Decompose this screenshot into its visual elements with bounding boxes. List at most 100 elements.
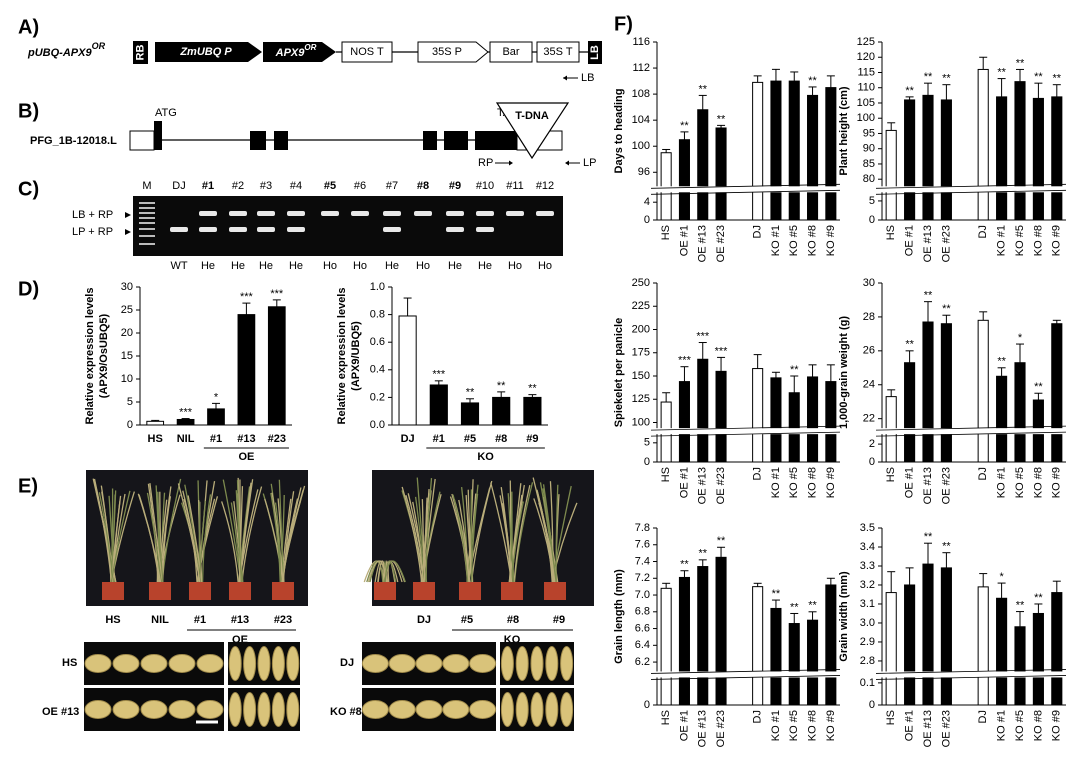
gel-band <box>351 211 369 216</box>
y-tick-label: 225 <box>632 300 650 312</box>
grain <box>271 646 285 681</box>
element-label: LB <box>589 45 601 60</box>
y-tick-label: 100 <box>632 140 650 152</box>
x-tick-label: KO #9 <box>1051 710 1063 741</box>
exon <box>475 131 517 150</box>
bar <box>922 321 934 463</box>
terminator-box <box>341 41 393 63</box>
y-tick-label: 5 <box>127 396 133 408</box>
grain <box>286 692 300 727</box>
y-tick-label: 3.1 <box>860 598 875 610</box>
element-label: 35S T <box>543 46 572 58</box>
x-tick-label: KO #9 <box>1051 467 1063 498</box>
break-mark <box>875 425 1067 431</box>
y-tick-label: 95 <box>863 127 875 139</box>
bar <box>770 80 782 221</box>
significance: ** <box>924 71 933 83</box>
y-tick-label: 200 <box>632 323 650 335</box>
x-tick-label: #23 <box>268 433 286 445</box>
y-tick-label: 125 <box>857 36 875 48</box>
ladder-band <box>139 212 155 214</box>
bar <box>523 396 542 426</box>
plant-stem <box>414 496 425 583</box>
primer-label: RP <box>478 157 493 169</box>
significance: ** <box>772 588 781 600</box>
lane-label: DJ <box>172 180 185 192</box>
plant-stem <box>536 490 553 583</box>
grain <box>112 700 140 719</box>
plant-label: #23 <box>274 614 292 626</box>
gel-band <box>287 211 305 216</box>
y-tick-label: 150 <box>632 370 650 382</box>
axis-break <box>876 186 1066 193</box>
x-tick-label: KO #5 <box>788 225 800 256</box>
y-tick-label: 80 <box>863 173 875 185</box>
x-tick-label: KO #8 <box>806 467 818 498</box>
bar <box>770 607 782 706</box>
bar <box>922 563 934 706</box>
y-tick-label: 5 <box>869 195 875 207</box>
gel-band <box>476 211 494 216</box>
y-tick-label: 250 <box>632 277 650 289</box>
y-tick-label: 120 <box>857 51 875 63</box>
plant-label: #9 <box>553 614 565 626</box>
bar-chart: 0 5 10 15 20 25 30 HS *** NIL * #1 *** #13 *** #23 Relat… <box>84 281 292 463</box>
genotype-label: He <box>478 260 492 272</box>
genotype-label: Ho <box>353 260 367 272</box>
y-tick-label: 6.8 <box>635 606 650 618</box>
y-tick-label: 0.4 <box>370 364 385 376</box>
significance: ** <box>808 600 817 612</box>
lane-label: #5 <box>324 180 336 192</box>
bar <box>1051 592 1063 706</box>
significance: * <box>214 391 219 403</box>
significance: ** <box>905 339 914 351</box>
y-tick-label: 3.0 <box>860 617 875 629</box>
plant-stem <box>542 488 557 583</box>
y-tick-label: 3.3 <box>860 560 875 572</box>
element-label: RB <box>134 45 146 61</box>
grain <box>500 646 514 681</box>
significance: ** <box>905 85 914 97</box>
ladder-band <box>139 217 155 219</box>
x-tick-label: OE #23 <box>940 225 952 262</box>
x-tick-label: OE #13 <box>697 225 709 262</box>
significance: ** <box>717 113 726 125</box>
significance: *** <box>270 288 284 300</box>
bar <box>460 402 480 426</box>
significance: ** <box>698 83 707 95</box>
gel-band <box>383 211 401 216</box>
y-tick-label: 20 <box>121 327 133 339</box>
panel-label: F) <box>614 13 633 35</box>
y-tick-label: 0 <box>869 456 875 468</box>
genotype-label: Ho <box>538 260 552 272</box>
significance: ** <box>942 73 951 85</box>
lane-label: #6 <box>354 180 366 192</box>
x-tick-label: #9 <box>526 433 538 445</box>
grain <box>168 700 196 719</box>
y-axis-label: Spiekelet per panicle <box>613 318 625 427</box>
bar <box>398 315 417 426</box>
arrowhead <box>565 160 569 166</box>
bar <box>678 576 690 706</box>
significance: ** <box>698 548 707 560</box>
plant-stem <box>236 480 242 583</box>
x-tick-label: HS <box>660 467 672 482</box>
pot <box>272 582 294 600</box>
exon <box>274 131 288 150</box>
break-mark <box>875 675 1067 680</box>
sup: OR <box>304 43 316 52</box>
plant-stem <box>187 495 203 583</box>
y-tick-label: 175 <box>632 347 650 359</box>
y-tick-label: 22 <box>863 413 875 425</box>
plant-stem <box>513 484 531 583</box>
genotype-label: He <box>385 260 399 272</box>
significance: *** <box>240 291 254 303</box>
y-tick-label: 5 <box>644 437 650 449</box>
y-axis-label: 1,000-grain weight (g) <box>838 316 850 429</box>
gel-band <box>446 211 464 216</box>
gene-name: PFG_1B-12018.L <box>30 135 117 147</box>
grain <box>84 700 112 719</box>
plant-stem <box>146 492 162 583</box>
x-tick-label: OE #23 <box>940 710 952 747</box>
grain <box>243 692 257 727</box>
